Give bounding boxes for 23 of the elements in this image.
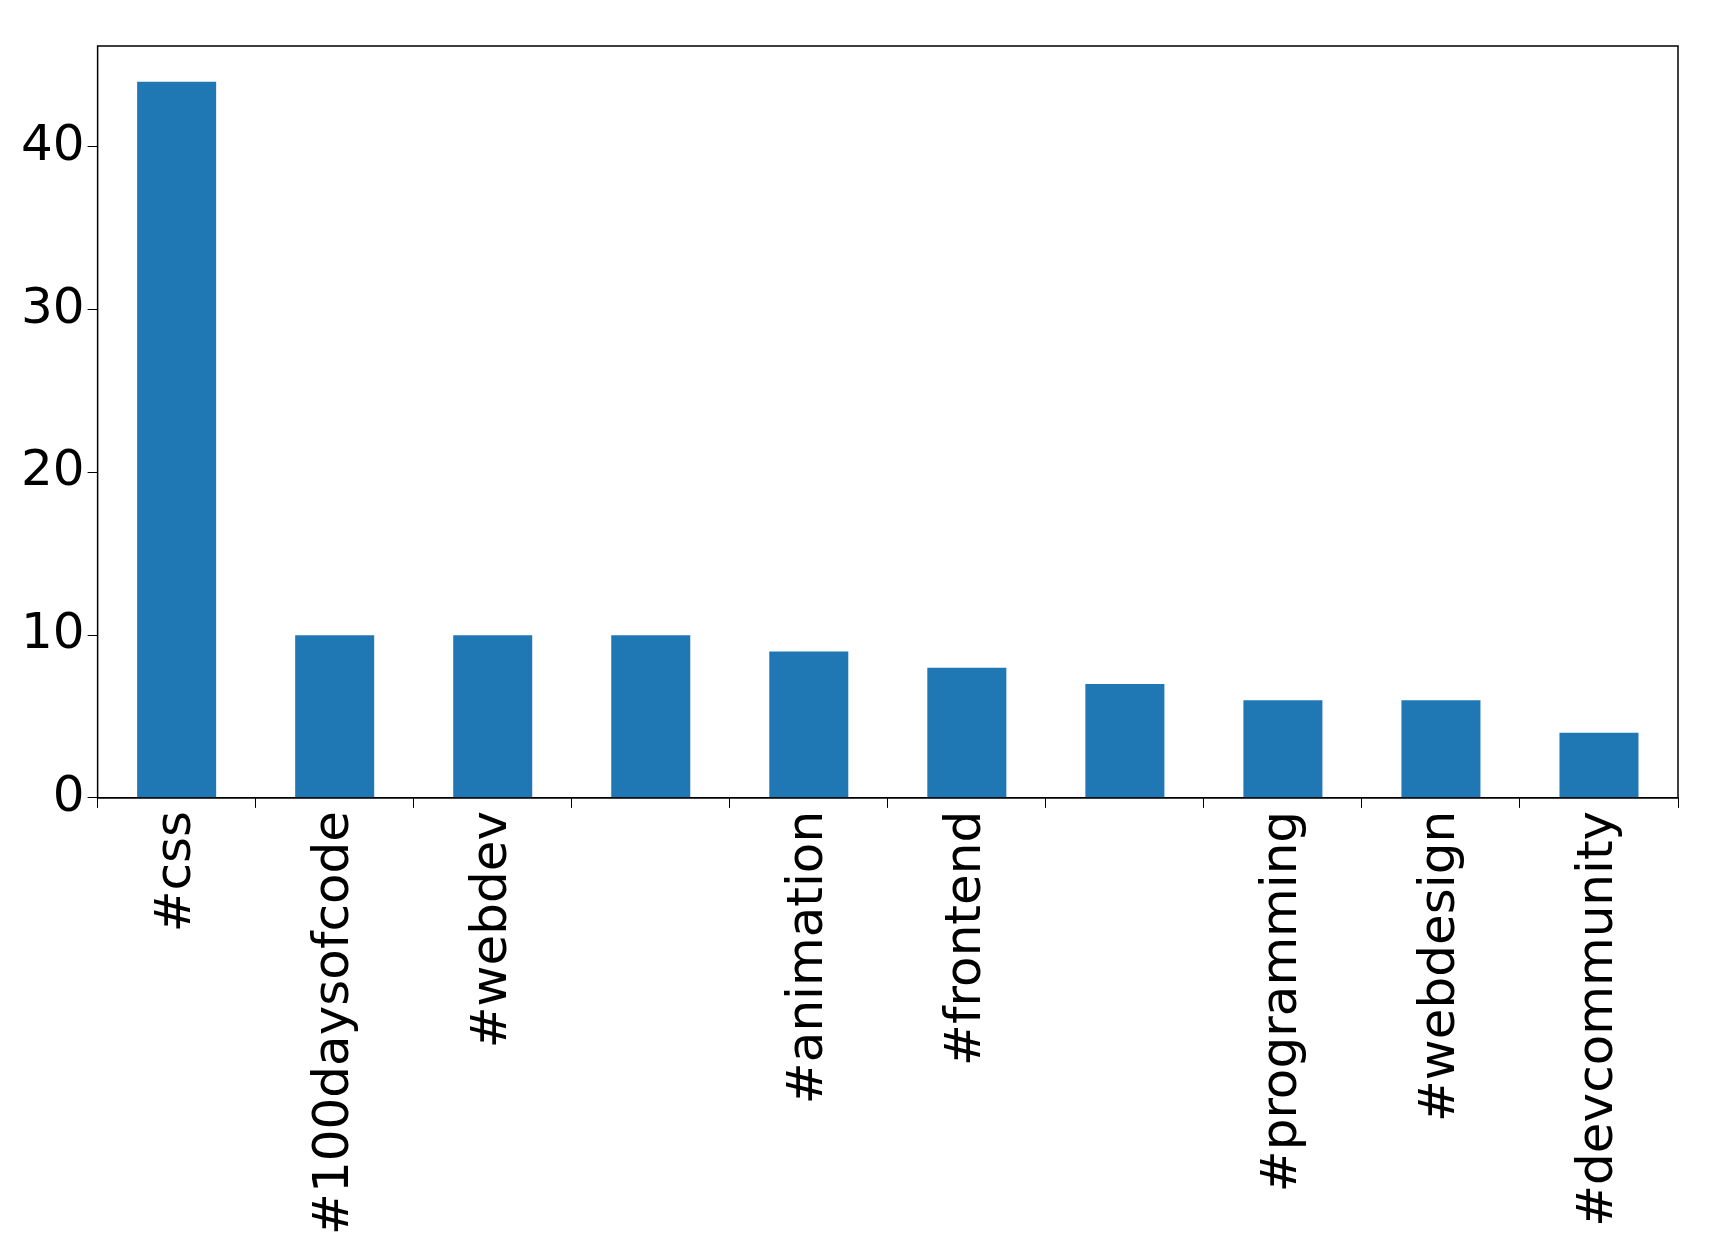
x-tick-label: #frontend (933, 810, 992, 1066)
bar (927, 667, 1007, 798)
x-tick-label: #webdesign (1407, 810, 1466, 1123)
x-tick-label: #100daysofcode (301, 810, 360, 1235)
bar (295, 635, 375, 798)
bar (453, 635, 533, 798)
bar (1401, 700, 1481, 798)
bar (1085, 683, 1165, 798)
y-tick-label: 40 (21, 113, 85, 172)
y-tick-label: 20 (21, 439, 85, 498)
y-tick-label: 0 (52, 764, 85, 823)
x-tick-label: #programming (1249, 810, 1308, 1193)
bar (1243, 700, 1323, 798)
y-tick-label: 30 (21, 276, 85, 335)
x-tick-label: #animation (775, 810, 834, 1105)
x-tick-label: #webdev (459, 810, 518, 1049)
bar (1559, 732, 1639, 798)
y-tick-label: 10 (21, 602, 85, 661)
x-tick-label: #devcommunity (1565, 810, 1624, 1227)
bar (137, 81, 217, 798)
bar (769, 651, 849, 798)
x-tick-label: #css (143, 810, 202, 933)
bar (611, 635, 691, 798)
